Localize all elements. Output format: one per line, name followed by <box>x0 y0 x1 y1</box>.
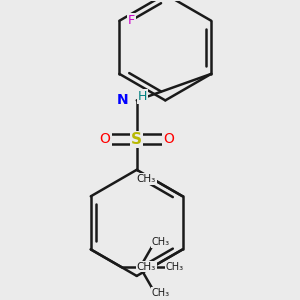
Text: CH₃: CH₃ <box>152 237 169 247</box>
Text: CH₃: CH₃ <box>152 288 169 298</box>
Text: H: H <box>138 90 148 103</box>
Text: CH₃: CH₃ <box>136 174 156 184</box>
Text: O: O <box>100 132 110 146</box>
Text: CH₃: CH₃ <box>136 262 156 272</box>
Text: S: S <box>131 132 142 147</box>
Text: O: O <box>163 132 174 146</box>
Text: CH₃: CH₃ <box>166 262 184 272</box>
Text: N: N <box>117 93 128 107</box>
Text: F: F <box>128 14 135 27</box>
